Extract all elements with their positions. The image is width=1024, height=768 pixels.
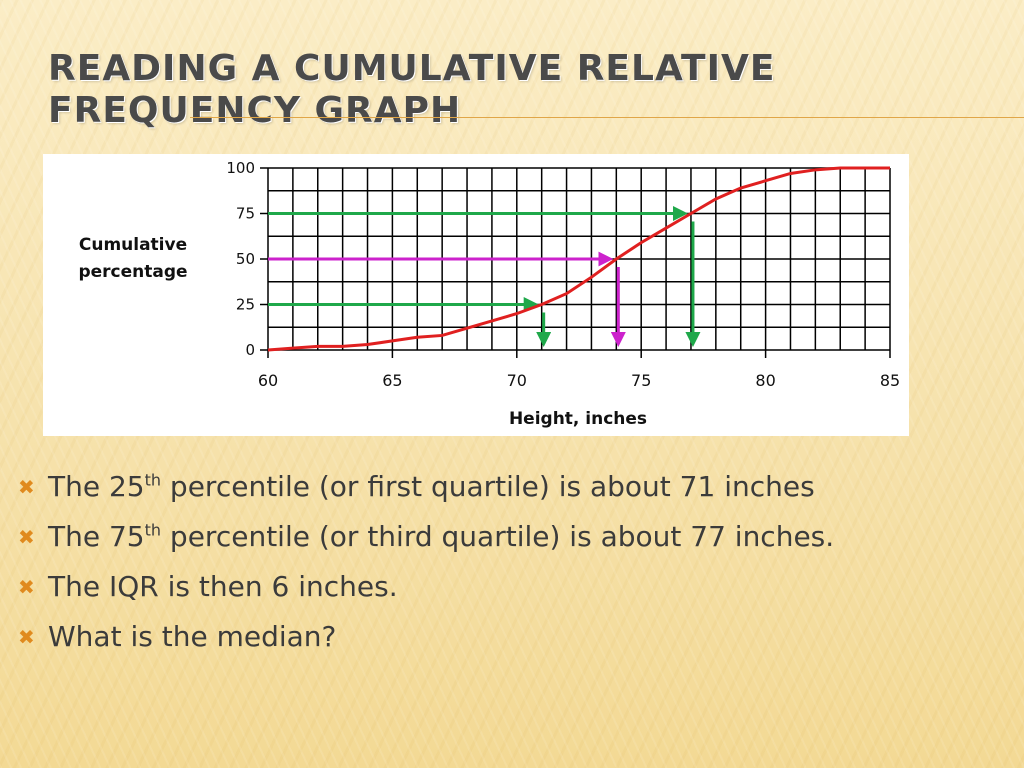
y-tick-label: 100	[226, 159, 255, 177]
bullet-text-rest: percentile (or third quartile) is about …	[161, 520, 835, 553]
x-axis-label: Height, inches	[509, 409, 647, 429]
title-divider	[190, 117, 1024, 118]
bullet-text-rest: percentile (or first quartile) is about …	[161, 470, 815, 503]
slide-title: Reading a Cumulative Relative Frequency …	[48, 48, 776, 131]
bullet-item: ✖ The 75th percentile (or third quartile)…	[14, 514, 1004, 564]
chart-panel: 60 65 70 75 80 85 0 25 50 75 100 Cumulative percen…	[43, 154, 909, 436]
bullet-text: The 25	[48, 470, 145, 503]
x-tick-label: 60	[258, 371, 278, 390]
bullet-text: What is the median?	[48, 620, 337, 653]
cumulative-frequency-chart: 60 65 70 75 80 85 0 25 50 75 100 Cumulative percen…	[78, 159, 900, 429]
y-tick-label: 75	[236, 205, 255, 223]
x-mark-icon: ✖	[18, 525, 35, 549]
y-tick-label: 0	[245, 341, 255, 359]
y-tick-label: 50	[236, 250, 255, 268]
x-tick-label: 70	[507, 371, 527, 390]
y-axis-label-line2: percentage	[78, 262, 187, 282]
x-tick-label: 80	[755, 371, 775, 390]
x-tick-label: 85	[880, 371, 900, 390]
x-mark-icon: ✖	[18, 625, 35, 649]
cumulative-curve	[267, 166, 890, 352]
bullet-superscript: th	[144, 470, 162, 490]
x-tick-label: 75	[631, 371, 651, 390]
bullet-superscript: th	[144, 520, 162, 540]
x-mark-icon: ✖	[18, 575, 35, 599]
y-tick-label: 25	[236, 296, 255, 314]
bullet-text: The 75	[48, 520, 145, 553]
bullet-item: ✖ What is the median?	[14, 614, 1004, 664]
bullet-text: The IQR is then 6 inches.	[48, 570, 398, 603]
bullet-item: ✖ The IQR is then 6 inches.	[14, 564, 1004, 614]
y-axis-label-line1: Cumulative	[79, 235, 187, 255]
x-mark-icon: ✖	[18, 475, 35, 499]
bullet-item: ✖ The 25th percentile (or first quartile)…	[14, 464, 1004, 514]
x-tick-label: 65	[382, 371, 402, 390]
bullet-list: ✖ The 25th percentile (or first quartile)…	[14, 464, 1004, 664]
